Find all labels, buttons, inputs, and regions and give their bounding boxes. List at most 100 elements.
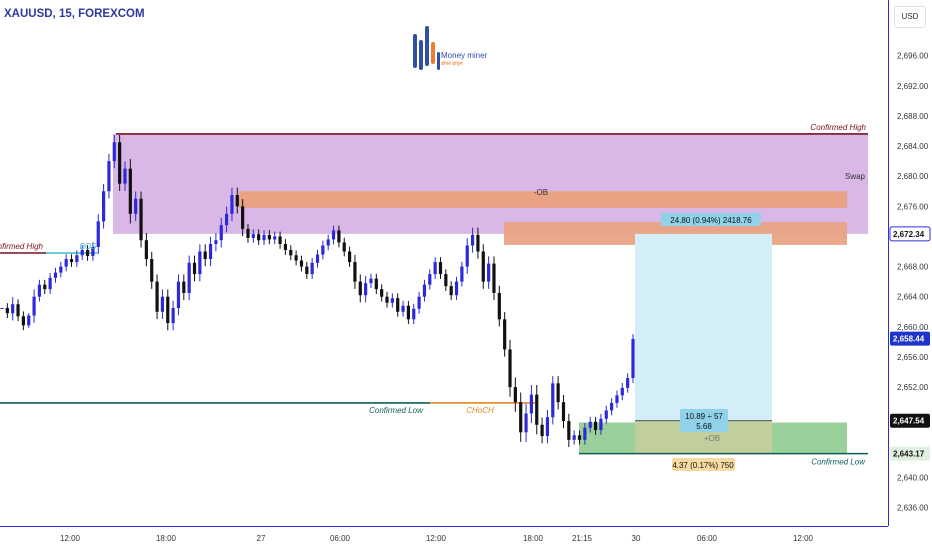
- candle-body: [69, 259, 74, 263]
- candle-body: [21, 316, 25, 326]
- candle-body: [11, 304, 15, 314]
- candle-body: [326, 239, 330, 246]
- time-tick: 12:00: [793, 534, 814, 543]
- candle-body: [492, 263, 496, 293]
- price-axis[interactable]: 2,696.00 2,692.00 2,688.00 2,684.00 2,680.00…: [888, 0, 932, 550]
- time-axis-border: [0, 526, 888, 527]
- candle-body: [347, 251, 352, 263]
- price-tag: [890, 413, 930, 428]
- candle-body: [48, 277, 52, 290]
- candle-body: [353, 262, 357, 282]
- confirmed-high-label: Confirmed High: [810, 123, 866, 132]
- candle-body: [465, 245, 469, 267]
- stop-stats-box: [672, 458, 735, 471]
- candle-body: [417, 296, 421, 309]
- price-tag: [890, 331, 930, 346]
- candle-body: [144, 240, 148, 260]
- candle-body: [246, 228, 250, 238]
- risk-reward-line1: 10.89 ÷ 57: [685, 412, 723, 421]
- candle-body: [251, 234, 255, 238]
- price-tag: [890, 446, 930, 461]
- time-tick: 18:00: [523, 534, 544, 543]
- candle-body: [364, 283, 368, 296]
- candle-body: [449, 286, 453, 296]
- candle-body: [481, 251, 485, 282]
- candle-body: [214, 240, 218, 244]
- bos-label: BOS: [80, 242, 98, 251]
- candle-body: [460, 266, 464, 282]
- stop-stats-label: 4.37 (0.17%) 750: [672, 461, 734, 470]
- candle-body: [64, 259, 68, 267]
- candle-body: [155, 281, 159, 312]
- price-tag: [889, 226, 931, 242]
- candle-body: [406, 305, 411, 320]
- candle-body: [262, 234, 266, 241]
- candle-body: [107, 161, 111, 192]
- candle-body: [583, 427, 587, 440]
- risk-reward-line2: 5.68: [696, 422, 712, 431]
- candle-body: [593, 421, 598, 431]
- swap-label: Swap: [845, 172, 866, 181]
- price-tick: 2,696.00: [897, 52, 929, 61]
- price-tick: 2,676.00: [897, 202, 929, 211]
- time-tick: 06:00: [330, 534, 351, 543]
- candle-body: [331, 230, 336, 240]
- candle-body: [599, 418, 603, 431]
- candle-body: [37, 284, 42, 297]
- time-tick: 27: [257, 534, 266, 543]
- candle-body: [390, 298, 394, 303]
- candle-body: [166, 296, 170, 324]
- time-tick: 12:00: [60, 534, 81, 543]
- price-tick: 2,656.00: [897, 353, 929, 362]
- candle-body: [604, 410, 608, 419]
- time-tick: 30: [632, 534, 641, 543]
- price-tick: 2,684.00: [897, 142, 929, 151]
- candle-body: [358, 281, 362, 296]
- candle-body: [433, 262, 437, 275]
- candle-body: [626, 378, 630, 388]
- candle-body: [321, 245, 325, 255]
- candle-body: [5, 308, 9, 314]
- chart-canvas[interactable]: Confirmed High Swap -OB Confirmed High BOS Co…: [0, 0, 888, 526]
- candle-body: [422, 284, 427, 297]
- candle-body: [551, 383, 555, 418]
- candle-body: [102, 191, 106, 222]
- currency-selector[interactable]: USD: [894, 6, 926, 28]
- choch-label: CHoCH: [466, 406, 494, 415]
- candle-body: [273, 236, 277, 240]
- time-axis[interactable]: 12:00 18:00 27 06:00 12:00 18:00 21:15 30 06:00 1…: [0, 526, 888, 550]
- candle-body: [369, 278, 373, 284]
- target-zone: [635, 233, 772, 421]
- candle-body: [134, 198, 138, 214]
- candle-body: [567, 421, 571, 440]
- price-tick: 2,692.00: [897, 82, 929, 91]
- money-miner-logo: [413, 26, 440, 70]
- ob-bullish-label: +OB: [704, 434, 720, 443]
- price-tick: 2,640.00: [897, 474, 929, 483]
- candle-body: [508, 349, 512, 388]
- candle-body: [32, 296, 36, 316]
- candle-body: [59, 266, 63, 273]
- candle-body: [230, 195, 234, 214]
- candle-body: [150, 259, 154, 282]
- candle-body: [396, 298, 400, 312]
- candle-body: [203, 251, 207, 260]
- candle-body: [572, 435, 576, 440]
- candle-body: [310, 262, 314, 275]
- candle-body: [171, 308, 175, 324]
- candle-body: [224, 213, 229, 226]
- target-stats-box: [661, 213, 761, 226]
- candle-body: [577, 435, 582, 440]
- confirmed-low-right-label: Confirmed Low: [811, 458, 866, 467]
- candle-body: [337, 230, 341, 243]
- candle-body: [43, 284, 47, 290]
- time-tick: 06:00: [697, 534, 718, 543]
- candle-body: [278, 236, 282, 244]
- candle-body: [219, 225, 223, 241]
- candle-body: [257, 234, 261, 241]
- time-tick: 18:00: [156, 534, 177, 543]
- candle-body: [588, 421, 592, 428]
- candle-body: [610, 402, 614, 411]
- candle-body: [545, 417, 550, 437]
